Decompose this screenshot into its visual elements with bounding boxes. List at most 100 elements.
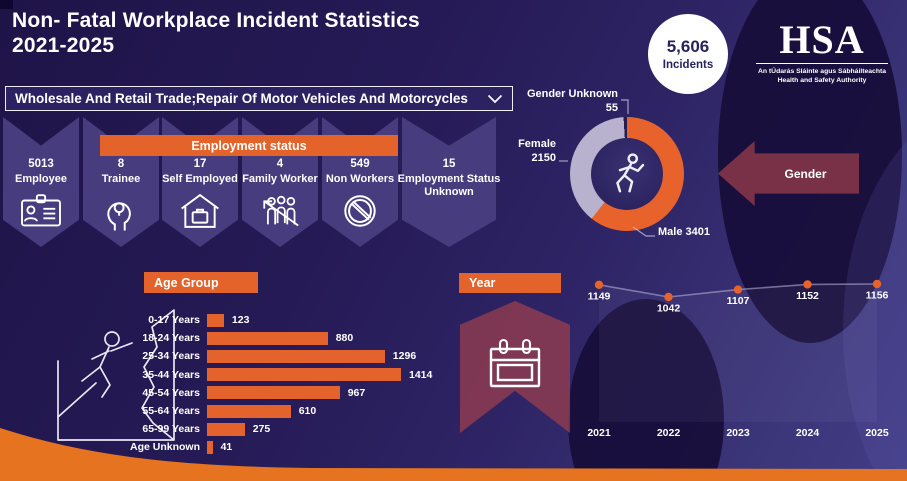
non-workers-label: Non Workers <box>325 173 395 185</box>
calendar-icon <box>489 338 541 388</box>
page-title: Non- Fatal Workplace Incident Statistics… <box>12 9 420 59</box>
age-category-label: 45-54 Years <box>142 386 200 399</box>
year-axis-label: 2023 <box>726 427 750 439</box>
age-category-label: 55-64 Years <box>142 405 200 418</box>
hsa-logo-rule <box>756 63 888 64</box>
age-value-label: 967 <box>347 386 366 399</box>
employment-card-self-employed: 17 Self Employed <box>160 117 240 231</box>
age-bar-row: 55-64 Years 610 <box>80 402 432 420</box>
age-category-label: 18-24 Years <box>142 332 200 345</box>
gender-donut-hole <box>591 138 663 210</box>
page-title-line1: Non- Fatal Workplace Incident Statistics <box>12 9 420 32</box>
incidents-label: Incidents <box>662 59 714 71</box>
hsa-logo-acronym: HSA <box>779 17 865 62</box>
year-ribbon <box>460 301 570 433</box>
hsa-tagline-irish: An tÚdarás Sláinte agus Sábháilteachta <box>757 68 887 75</box>
age-bar[interactable] <box>207 386 340 400</box>
employment-status-banner: Employment status <box>100 135 398 156</box>
employment-card-status-unknown: 15 Employment Status Unknown <box>394 117 504 199</box>
self-employed-count: 17 <box>193 158 207 170</box>
age-category-label: 25-34 Years <box>142 350 200 363</box>
employment-card-non-workers: 549 Non Workers <box>320 117 400 231</box>
year-line-chart[interactable]: 1149 2021 1042 2022 1107 2023 1152 2024 1156 2025 <box>560 270 907 445</box>
age-value-label: 1414 <box>409 368 433 381</box>
age-group-banner: Age Group <box>144 272 258 293</box>
age-value-label: 275 <box>252 423 271 436</box>
id-card-icon <box>1 191 81 229</box>
age-value-label: 41 <box>220 441 233 454</box>
year-value-label: 1042 <box>657 303 681 315</box>
age-category-label: 35-44 Years <box>142 368 200 381</box>
year-banner: Year <box>459 273 561 293</box>
age-bar[interactable] <box>207 368 401 382</box>
year-value-label: 1152 <box>796 290 819 302</box>
trainee-head-icon <box>81 191 161 233</box>
gender-unknown-name: Gender Unknown <box>526 88 618 100</box>
age-category-label: Age Unknown <box>130 441 200 454</box>
age-value-label: 1296 <box>392 350 417 363</box>
year-axis-label: 2021 <box>587 427 611 439</box>
year-value-label: 1149 <box>588 290 611 302</box>
year-axis-label: 2025 <box>865 427 889 439</box>
year-data-point[interactable] <box>803 280 812 289</box>
year-data-point[interactable] <box>664 292 673 302</box>
age-category-label: 0-17 Years <box>148 314 200 327</box>
donut-label-gender-unknown: Gender Unknown 55 <box>498 88 618 116</box>
employment-status-banner-label: Employment status <box>191 138 307 153</box>
age-bar[interactable] <box>207 404 291 418</box>
page-title-line2: 2021-2025 <box>12 33 115 57</box>
hsa-tagline-english: Health and Safety Authority <box>777 77 867 85</box>
incidents-value: 5,606 <box>666 37 710 56</box>
year-data-point[interactable] <box>733 285 743 294</box>
male-label: Male 3401 <box>658 226 710 238</box>
year-banner-label: Year <box>469 276 496 290</box>
gender-unknown-value: 55 <box>605 101 618 114</box>
age-bar-row: 25-34 Years 1296 <box>80 347 432 365</box>
age-bar-row: 35-44 Years 1414 <box>80 366 432 384</box>
gender-arrow-label: Gender <box>784 166 827 181</box>
year-axis-label: 2024 <box>796 427 820 439</box>
employee-count: 5013 <box>28 158 54 170</box>
year-value-label: 1107 <box>727 295 750 307</box>
year-data-point[interactable] <box>594 280 604 289</box>
status-unknown-label: Employment Status Unknown <box>397 173 501 199</box>
age-bar-row: 65-99 Years 275 <box>80 420 432 438</box>
age-bar-row: 0-17 Years 123 <box>80 311 432 329</box>
donut-label-male: Male 3401 <box>658 226 710 240</box>
age-value-label: 123 <box>231 314 250 327</box>
age-bar-row: Age Unknown 41 <box>80 438 432 456</box>
female-name: Female <box>518 138 556 150</box>
trainee-label: Trainee <box>101 173 141 185</box>
prohibition-icon <box>320 191 400 231</box>
age-bar-row: 18-24 Years 880 <box>80 329 432 347</box>
trainee-count: 8 <box>117 158 125 170</box>
non-workers-count: 549 <box>350 158 370 170</box>
age-category-label: 65-99 Years <box>142 423 200 436</box>
chevron-down-icon[interactable] <box>487 94 503 104</box>
employment-card-employee: 5013 Employee <box>1 117 81 229</box>
age-bar[interactable] <box>207 422 245 436</box>
female-value: 2150 <box>531 151 556 164</box>
age-bar-chart[interactable]: 0-17 Years 123 18-24 Years 880 25-34 Yea… <box>80 311 432 457</box>
incidents-kpi-circle: 5,606 Incidents <box>648 14 728 94</box>
age-group-banner-label: Age Group <box>154 275 219 290</box>
self-employed-label: Self Employed <box>162 173 238 185</box>
year-axis-label: 2022 <box>657 427 681 439</box>
age-bar[interactable] <box>207 440 213 454</box>
hsa-logo: HSA An tÚdarás Sláinte agus Sábháilteach… <box>756 20 888 85</box>
sector-filter-dropdown[interactable]: Wholesale And Retail Trade;Repair Of Mot… <box>5 86 513 111</box>
age-bar[interactable] <box>207 313 224 327</box>
employee-label: Employee <box>15 173 67 185</box>
age-bar[interactable] <box>207 331 328 345</box>
corner-chip <box>0 0 13 9</box>
home-office-icon <box>160 191 240 231</box>
status-unknown-count: 15 <box>442 158 456 170</box>
family-group-icon <box>240 191 320 231</box>
year-value-label: 1156 <box>866 290 889 302</box>
age-bar[interactable] <box>207 349 385 363</box>
gender-donut-chart[interactable] <box>570 117 684 231</box>
age-value-label: 610 <box>298 405 317 418</box>
year-data-point[interactable] <box>872 279 882 289</box>
family-worker-count: 4 <box>276 158 284 170</box>
